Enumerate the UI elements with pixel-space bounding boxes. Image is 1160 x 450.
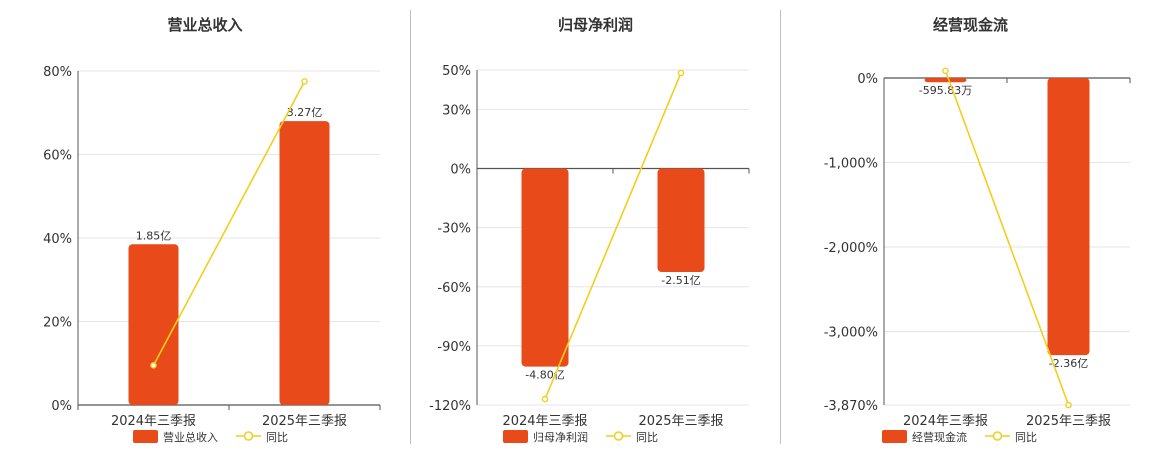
y-tick-label: 60% xyxy=(43,149,72,164)
yoy-point xyxy=(301,78,308,85)
y-tick-label: -3,000% xyxy=(824,325,878,340)
chart-panel-net-profit: 归母净利润 -120% -90% -60% -30% 0% 30% 50% 2024年三季报 2… xyxy=(411,0,780,450)
y-tick-label: 30% xyxy=(442,103,471,118)
panel-divider xyxy=(780,10,781,444)
panel-divider xyxy=(410,10,411,444)
chart-title: 归母净利润 xyxy=(557,16,633,34)
yoy-point xyxy=(150,362,157,369)
y-tick-label: 0% xyxy=(450,163,471,178)
bar xyxy=(521,168,569,367)
yoy-point xyxy=(942,67,949,75)
yoy-line xyxy=(544,72,682,400)
legend-line-label: 同比 xyxy=(636,431,658,444)
bar-data-label: -2.51亿 xyxy=(661,274,700,287)
bar xyxy=(279,121,330,405)
legend-bar-swatch xyxy=(503,430,528,443)
y-tick-label: -1,000% xyxy=(824,156,878,171)
chart-panel-cash-flow: 经营现金流 -3,870% -3,000% -2,000% -1,000% 0% 2024… xyxy=(781,0,1160,450)
legend-line-marker xyxy=(613,431,624,441)
y-tick-label: 0% xyxy=(857,72,878,87)
chart-svg-net-profit: -120% -90% -60% -30% 0% 30% 50% 2024年三季报 2025年三季… xyxy=(429,64,750,444)
bar-data-label: -2.36亿 xyxy=(1049,357,1088,370)
y-tick-label: -2,000% xyxy=(824,241,878,256)
x-category-label: 2024年三季报 xyxy=(111,414,196,429)
bar-data-label: 1.85亿 xyxy=(136,229,172,242)
legend-bar-label: 营业总收入 xyxy=(163,430,218,444)
legend-line-marker xyxy=(243,431,254,441)
x-category-label: 2024年三季报 xyxy=(903,414,988,429)
y-tick-label: -30% xyxy=(437,222,471,237)
y-tick-label: -120% xyxy=(429,399,471,414)
x-category-label: 2024年三季报 xyxy=(502,414,587,429)
bar xyxy=(924,78,967,83)
bar-data-label: 3.27亿 xyxy=(287,106,323,119)
yoy-line xyxy=(152,81,306,366)
yoy-point xyxy=(677,69,685,77)
y-tick-label: -60% xyxy=(437,281,471,296)
yoy-line xyxy=(944,70,1070,406)
legend-bar-label: 经营现金流 xyxy=(912,430,967,444)
chart-panel-revenue: 营业总收入 0% 20% 40% 60% 80% 2024年三季报 2025年三季报 1.85… xyxy=(0,0,410,450)
bar-data-label: -4.80亿 xyxy=(525,369,564,382)
y-tick-label: 20% xyxy=(43,316,72,331)
bar xyxy=(1047,78,1090,356)
y-tick-label: 0% xyxy=(51,399,72,414)
legend-line-label: 同比 xyxy=(266,431,288,444)
legend-bar-label: 归母净利润 xyxy=(533,430,588,444)
yoy-point xyxy=(1065,401,1072,409)
y-tick-label: 50% xyxy=(442,64,471,79)
y-tick-label: -3,870% xyxy=(824,399,878,414)
legend-line-label: 同比 xyxy=(1015,431,1037,444)
bar xyxy=(128,244,179,405)
x-category-label: 2025年三季报 xyxy=(638,414,723,429)
legend-line-marker xyxy=(992,431,1003,441)
legend-bar-swatch xyxy=(882,430,907,443)
x-category-label: 2025年三季报 xyxy=(262,414,347,429)
chart-svg-cash-flow: -3,870% -3,000% -2,000% -1,000% 0% 2024年三季报 20… xyxy=(824,67,1131,444)
bar xyxy=(657,168,705,272)
chart-svg-revenue: 0% 20% 40% 60% 80% 2024年三季报 2025年三季报 1.85亿 3.27亿… xyxy=(43,65,381,444)
x-category-label: 2025年三季报 xyxy=(1026,414,1111,429)
bar-data-label: -595.83万 xyxy=(919,84,972,97)
legend-bar-swatch xyxy=(133,430,158,443)
y-tick-label: 40% xyxy=(43,232,72,247)
chart-title: 经营现金流 xyxy=(932,16,1008,34)
yoy-point xyxy=(541,395,549,403)
y-tick-label: -90% xyxy=(437,340,471,355)
y-tick-label: 80% xyxy=(43,65,72,80)
chart-title: 营业总收入 xyxy=(167,16,243,34)
